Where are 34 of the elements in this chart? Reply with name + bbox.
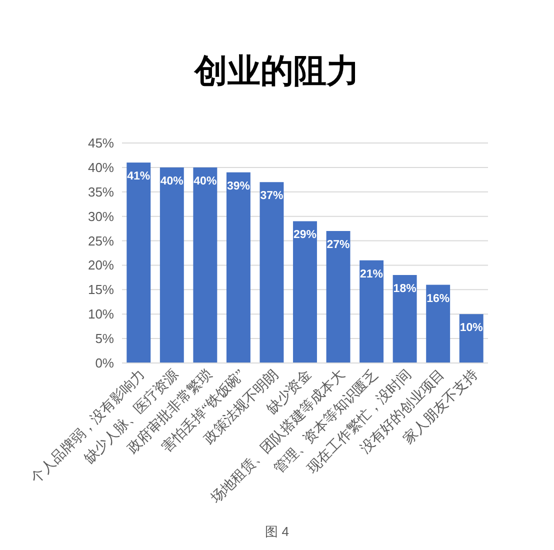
- bar: [326, 231, 350, 363]
- data-label: 21%: [360, 268, 384, 280]
- data-label: 41%: [127, 170, 150, 183]
- data-label: 29%: [293, 229, 317, 242]
- data-label: 40%: [160, 175, 184, 188]
- y-tick-label: 35%: [88, 184, 114, 200]
- data-label: 18%: [393, 283, 416, 295]
- y-tick-label: 45%: [88, 136, 114, 150]
- bar: [193, 167, 218, 363]
- y-tick-label: 25%: [88, 233, 114, 248]
- data-label: 27%: [326, 239, 350, 251]
- y-tick-label: 5%: [95, 331, 114, 346]
- data-label: 10%: [460, 322, 483, 334]
- bar: [360, 260, 384, 363]
- data-label: 37%: [260, 190, 284, 202]
- bar: [426, 284, 450, 363]
- y-tick-label: 20%: [88, 258, 114, 273]
- data-label: 39%: [226, 180, 250, 192]
- caption: 图 4: [265, 524, 289, 539]
- bar: [226, 172, 250, 363]
- data-label: 40%: [194, 175, 217, 188]
- chart-title: 创业的阻力: [194, 52, 360, 89]
- y-tick-label: 15%: [88, 282, 114, 298]
- y-tick-label: 0%: [95, 356, 114, 370]
- bar: [126, 162, 151, 363]
- y-tick-label: 10%: [88, 306, 114, 322]
- bar: [459, 314, 484, 363]
- bar: [260, 182, 284, 363]
- bar: [392, 275, 417, 363]
- y-tick-label: 30%: [88, 208, 114, 224]
- bar: [160, 167, 184, 363]
- data-label: 16%: [426, 292, 450, 305]
- y-tick-label: 40%: [88, 160, 114, 175]
- bar: [293, 221, 317, 363]
